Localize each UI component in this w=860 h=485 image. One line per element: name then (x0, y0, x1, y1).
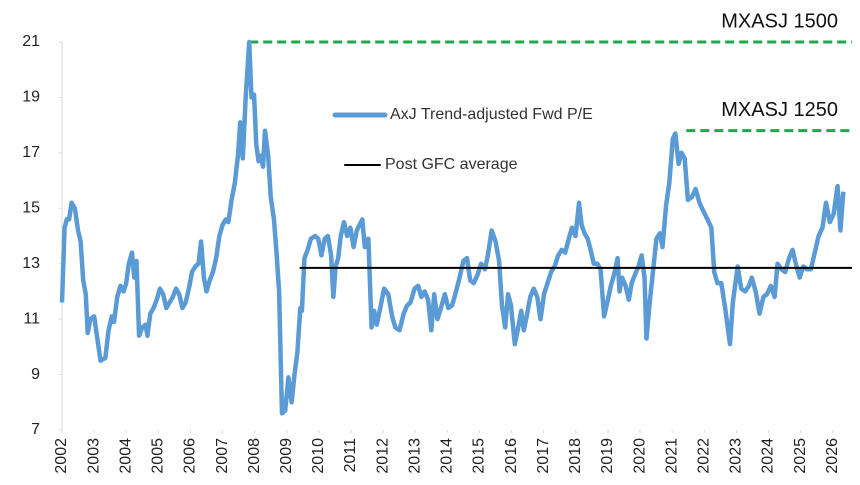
y-tick-label: 19 (22, 89, 40, 106)
x-tick-label: 2023 (728, 438, 745, 474)
x-tick-label: 2012 (374, 438, 391, 474)
x-tick-label: 2020 (631, 438, 648, 474)
x-tick-label: 2026 (824, 438, 841, 474)
x-tick-label: 2024 (760, 438, 777, 474)
y-tick-label: 17 (22, 144, 40, 161)
x-tick-label: 2002 (53, 438, 70, 474)
x-tick-label: 2025 (792, 438, 809, 474)
x-tick-label: 2003 (85, 438, 102, 474)
x-tick-label: 2017 (535, 438, 552, 474)
series-line (59, 39, 846, 416)
y-tick-label: 13 (22, 255, 40, 272)
x-tick-label: 2013 (406, 438, 423, 474)
x-tick-label: 2005 (150, 438, 167, 474)
x-tick-label: 2007 (214, 438, 231, 474)
y-tick-label: 11 (23, 310, 40, 327)
x-tick-label: 2018 (567, 438, 584, 474)
y-tick-label: 15 (22, 200, 40, 217)
x-tick-label: 2009 (278, 438, 295, 474)
y-tick-label: 21 (22, 33, 40, 50)
x-tick-label: 2015 (471, 438, 488, 474)
y-tick-label: 9 (31, 366, 40, 383)
x-tick-label: 2004 (117, 438, 134, 474)
x-tick-label: 2016 (503, 438, 520, 474)
legend-label: AxJ Trend-adjusted Fwd P/E (390, 106, 593, 123)
x-tick-label: 2019 (599, 438, 616, 474)
reference-label: MXASJ 1500 (721, 10, 838, 32)
x-tick-label: 2014 (439, 438, 456, 474)
legend-label: Post GFC average (385, 156, 518, 173)
x-tick-label: 2022 (695, 438, 712, 474)
x-tick-label: 2008 (246, 438, 263, 474)
x-tick-label: 2010 (310, 438, 327, 474)
x-tick-label: 2011 (342, 438, 359, 473)
reference-label: MXASJ 1250 (721, 99, 838, 121)
y-tick-label: 7 (31, 421, 40, 438)
x-tick-label: 2021 (663, 438, 680, 474)
x-tick-label: 2006 (182, 438, 199, 474)
